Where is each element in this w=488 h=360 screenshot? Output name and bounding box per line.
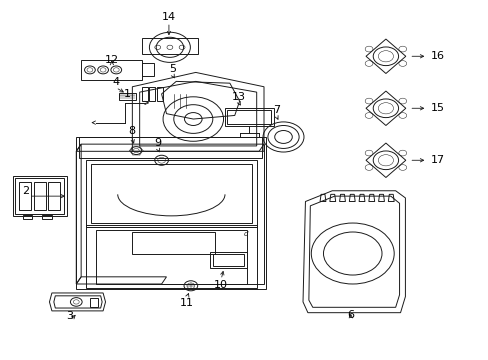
Text: 7: 7 xyxy=(272,105,279,116)
Text: 17: 17 xyxy=(430,155,445,165)
Text: 8: 8 xyxy=(127,126,135,135)
Text: 15: 15 xyxy=(430,103,445,113)
Text: 9: 9 xyxy=(154,138,161,148)
Text: 2: 2 xyxy=(22,186,29,196)
Text: 1: 1 xyxy=(124,89,131,99)
Text: 12: 12 xyxy=(104,54,119,64)
Text: 4: 4 xyxy=(112,77,119,87)
Text: 14: 14 xyxy=(162,12,176,22)
Text: 6: 6 xyxy=(346,310,354,320)
Text: d: d xyxy=(243,231,247,237)
Text: 13: 13 xyxy=(231,92,245,102)
Text: 3: 3 xyxy=(66,311,73,320)
Text: 5: 5 xyxy=(168,64,176,74)
Text: 16: 16 xyxy=(430,51,445,61)
Text: 10: 10 xyxy=(214,280,227,290)
Text: 11: 11 xyxy=(180,298,194,308)
